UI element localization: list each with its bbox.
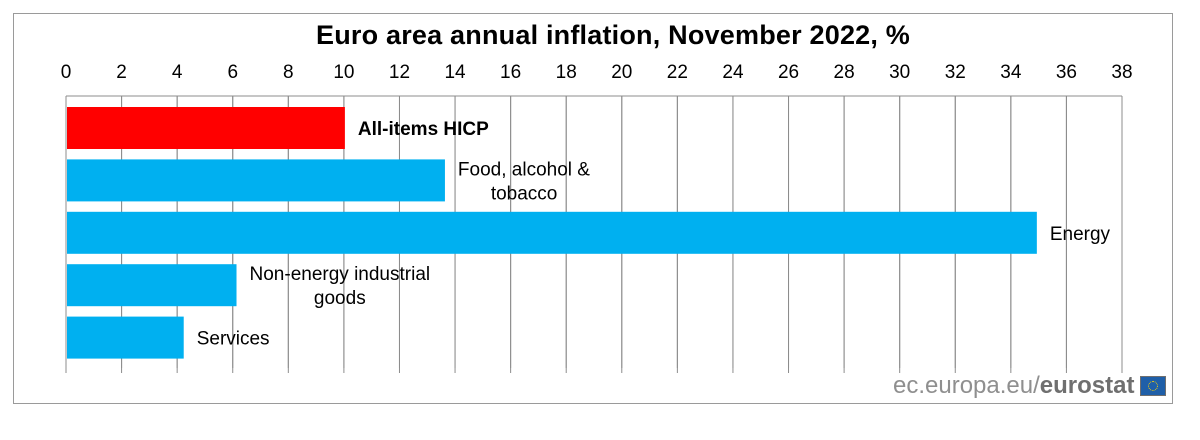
- chart-title: Euro area annual inflation, November 202…: [316, 20, 910, 50]
- x-tick-label: 34: [1000, 62, 1022, 83]
- x-tick-label: 14: [444, 62, 466, 83]
- x-tick-label: 10: [333, 62, 354, 83]
- bar: [67, 264, 237, 307]
- source-credit: ec.europa.eu/eurostat: [893, 372, 1134, 400]
- x-tick-label: 12: [389, 62, 410, 83]
- x-tick-label: 30: [889, 62, 910, 83]
- x-tick-label: 16: [500, 62, 521, 83]
- bar-label: tobacco: [491, 183, 558, 204]
- x-tick-label: 18: [556, 62, 577, 83]
- x-tick-label: 38: [1111, 62, 1132, 83]
- bar: [67, 159, 445, 202]
- x-tick-label: 2: [116, 62, 127, 83]
- chart-frame: [13, 13, 1173, 404]
- bar: [67, 211, 1037, 254]
- x-tick-label: 36: [1056, 62, 1077, 83]
- bar-label: All-items HICP: [358, 119, 489, 140]
- source-brand: eurostat: [1039, 372, 1135, 399]
- x-tick-label: 24: [722, 62, 744, 83]
- bar: [67, 107, 345, 149]
- x-tick-label: 32: [945, 62, 966, 83]
- x-tick-label: 26: [778, 62, 799, 83]
- bar-label: Non-energy industrial: [250, 264, 431, 285]
- x-tick-label: 22: [667, 62, 688, 83]
- x-tick-label: 0: [61, 62, 72, 83]
- x-tick-label: 4: [172, 62, 183, 83]
- bar-label: Services: [197, 329, 270, 350]
- x-tick-label: 8: [283, 62, 294, 83]
- source-url: ec.europa.eu/: [893, 372, 1040, 399]
- bar-label: goods: [314, 288, 366, 309]
- bar: [67, 316, 184, 359]
- x-tick-label: 20: [611, 62, 632, 83]
- bar-label: Energy: [1050, 224, 1111, 245]
- bar-label: Food, alcohol &: [458, 159, 590, 180]
- x-tick-label: 28: [834, 62, 855, 83]
- x-tick-label: 6: [227, 62, 238, 83]
- eu-flag-icon: [1140, 376, 1166, 396]
